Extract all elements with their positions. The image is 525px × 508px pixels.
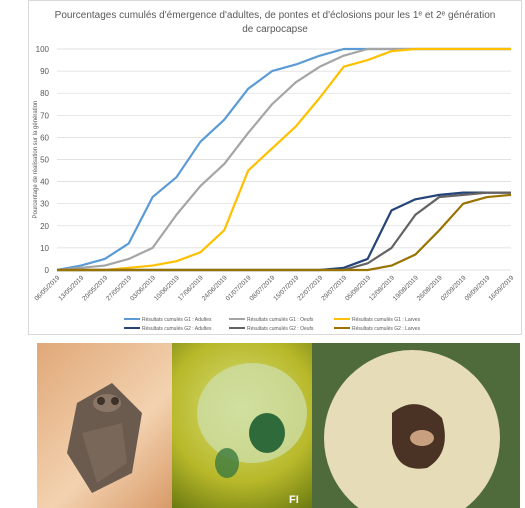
chart-title: Pourcentages cumulés d'émergence d'adult… [49,9,501,37]
y-tick-label: 50 [40,156,49,165]
y-tick-label: 70 [40,111,49,120]
photo-moth [37,343,172,508]
legend-label: Résultats cumulés G2 : Adultes [142,326,212,332]
photo-apple [312,343,520,508]
chart: 0 10 20 30 40 50 60 70 80 90 100 Pourcentage de réa… [29,1,521,334]
photo-eggs: FI [172,343,312,508]
series-line [57,193,511,270]
y-tick-label: 80 [40,89,49,98]
y-tick-label: 30 [40,200,49,209]
legend-label: Résultats cumulés G2 : Oeufs [247,326,314,332]
apple-illustration [312,343,520,508]
y-tick-label: 10 [40,244,49,253]
legend-label: Résultats cumulés G1 : Larves [352,317,421,323]
y-tick-label: 0 [45,266,50,275]
y-tick-label: 90 [40,67,49,76]
series-line [57,195,511,270]
y-tick-label: 100 [36,45,50,54]
x-tick-label: 16/09/2019 [487,274,515,302]
series-line [57,193,511,270]
eggs-illustration: FI [172,343,312,508]
page: Pourcentages cumulés d'émergence d'adult… [0,0,525,508]
legend-label: Résultats cumulés G1 : Oeufs [247,317,314,323]
chart-box: Pourcentages cumulés d'émergence d'adult… [28,0,522,335]
y-axis-title: Pourcentage de réalisation sur la généra… [33,101,39,219]
moth-illustration [37,343,172,508]
legend-label: Résultats cumulés G2 : Larves [352,326,421,332]
y-tick-label: 20 [40,222,49,231]
y-tick-label: 60 [40,133,49,142]
photo-caption: FI [289,494,299,506]
legend-label: Résultats cumulés G1 : Adultes [142,317,212,323]
y-tick-label: 40 [40,178,49,187]
